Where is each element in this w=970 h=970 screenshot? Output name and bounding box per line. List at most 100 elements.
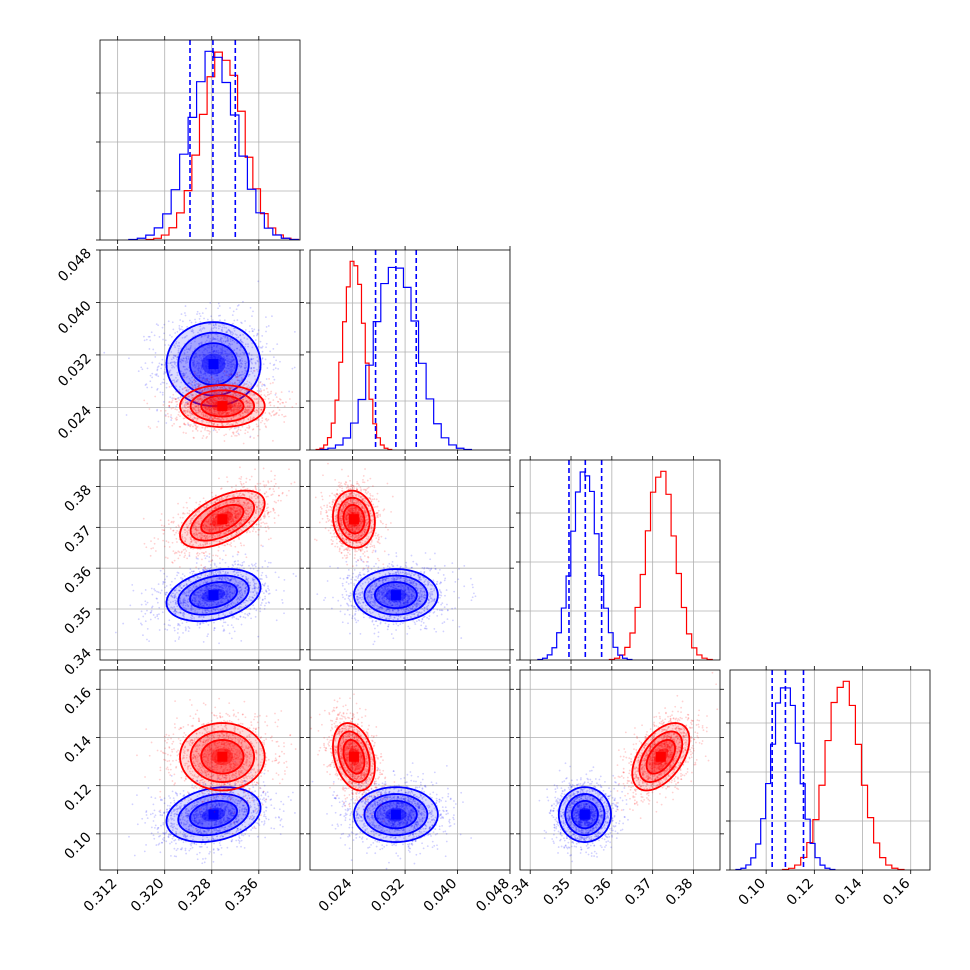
sample-point-blue bbox=[193, 379, 196, 382]
sample-point-blue bbox=[222, 358, 224, 361]
sample-point-blue bbox=[209, 323, 212, 325]
sample-point-blue bbox=[211, 338, 214, 341]
sample-point-blue bbox=[247, 373, 250, 376]
sample-point-blue bbox=[156, 366, 159, 369]
sample-point-blue bbox=[163, 381, 165, 384]
sample-point-blue bbox=[196, 385, 199, 388]
sample-point-blue bbox=[228, 367, 231, 370]
sample-point-blue bbox=[193, 364, 196, 367]
sample-point-blue bbox=[184, 373, 186, 376]
sample-point-red bbox=[202, 420, 204, 422]
sample-point-blue bbox=[248, 381, 251, 384]
sample-point-red bbox=[219, 557, 221, 560]
sample-point-blue bbox=[227, 367, 230, 370]
sample-point-blue bbox=[293, 330, 296, 333]
sample-point-blue bbox=[178, 341, 180, 344]
sample-point-blue bbox=[212, 324, 215, 327]
sample-point-blue bbox=[277, 367, 280, 370]
sample-point-blue bbox=[181, 325, 183, 328]
sample-point-blue bbox=[216, 333, 218, 336]
sample-point-blue bbox=[264, 384, 266, 387]
sample-point-red bbox=[201, 437, 204, 440]
sample-point-blue bbox=[212, 387, 215, 390]
sample-point-blue bbox=[156, 387, 159, 390]
sample-point-blue bbox=[197, 557, 199, 560]
sample-point-blue bbox=[231, 333, 234, 336]
sample-point-blue bbox=[261, 385, 263, 387]
sample-point-blue bbox=[220, 352, 223, 354]
sample-point-blue bbox=[188, 357, 190, 360]
sample-point-blue bbox=[171, 321, 174, 324]
sample-point-blue bbox=[154, 356, 157, 358]
sample-point-blue bbox=[163, 332, 165, 335]
sample-point-blue bbox=[161, 326, 164, 329]
sample-point-red bbox=[262, 467, 265, 470]
sample-point-blue bbox=[214, 382, 217, 385]
sample-point-blue bbox=[214, 382, 217, 385]
sample-point-blue bbox=[188, 381, 191, 384]
sample-point-blue bbox=[173, 354, 176, 357]
sample-point-blue bbox=[216, 371, 219, 374]
sample-point-blue bbox=[198, 342, 201, 345]
sample-point-red bbox=[235, 408, 237, 411]
sample-point-blue bbox=[279, 360, 281, 363]
sample-point-blue bbox=[233, 358, 236, 361]
sample-point-red bbox=[208, 407, 211, 410]
sample-point-blue bbox=[204, 348, 207, 351]
sample-point-blue bbox=[186, 368, 189, 371]
sample-point-blue bbox=[249, 360, 252, 362]
sample-point-blue bbox=[192, 361, 195, 364]
sample-point-red bbox=[270, 470, 273, 473]
sample-point-blue bbox=[236, 347, 239, 350]
sample-point-blue bbox=[238, 374, 241, 377]
sample-point-blue bbox=[217, 302, 220, 305]
sample-point-blue bbox=[204, 372, 207, 375]
sample-point-red bbox=[193, 372, 196, 374]
sample-point-blue bbox=[252, 310, 254, 313]
sample-point-blue bbox=[221, 625, 224, 627]
sample-point-blue bbox=[176, 574, 178, 577]
sample-point-blue bbox=[253, 366, 256, 369]
sample-point-blue bbox=[140, 366, 143, 369]
sample-point-red bbox=[245, 477, 248, 480]
sample-point-blue bbox=[288, 390, 291, 393]
sample-point-blue bbox=[250, 361, 253, 364]
sample-point-blue bbox=[229, 338, 232, 341]
sample-point-blue bbox=[234, 392, 237, 395]
sample-point-blue bbox=[253, 375, 256, 377]
sample-point-blue bbox=[248, 387, 251, 390]
sample-point-blue bbox=[204, 372, 206, 375]
sample-point-red bbox=[248, 478, 251, 481]
sample-point-blue bbox=[144, 612, 147, 615]
sample-point-red bbox=[185, 389, 188, 392]
sample-point-blue bbox=[168, 371, 171, 374]
sample-point-blue bbox=[195, 354, 197, 357]
sample-point-blue bbox=[162, 581, 165, 584]
sample-point-red bbox=[206, 407, 209, 410]
sample-point-blue bbox=[147, 335, 150, 338]
sample-point-blue bbox=[198, 312, 201, 315]
sample-point-blue bbox=[158, 606, 161, 609]
sample-point-blue bbox=[160, 363, 163, 366]
sample-point-blue bbox=[256, 389, 259, 392]
sample-point-blue bbox=[230, 374, 233, 377]
sample-point-blue bbox=[177, 396, 180, 399]
sample-point-red bbox=[270, 480, 273, 483]
sample-point-red bbox=[213, 427, 216, 430]
sample-point-blue bbox=[257, 567, 260, 570]
sample-point-blue bbox=[267, 561, 270, 564]
sample-point-blue bbox=[240, 340, 243, 343]
sample-point-blue bbox=[177, 349, 180, 352]
sample-point-blue bbox=[169, 362, 172, 365]
sample-point-red bbox=[249, 386, 251, 388]
sample-point-red bbox=[272, 381, 274, 384]
sample-point-blue bbox=[164, 368, 166, 371]
sample-point-red bbox=[244, 432, 247, 435]
sample-point-red bbox=[196, 417, 198, 420]
sample-point-blue bbox=[209, 353, 212, 356]
sample-point-blue bbox=[233, 367, 236, 369]
sample-point-red bbox=[242, 398, 245, 401]
sample-point-red bbox=[182, 506, 185, 509]
sample-point-red bbox=[148, 408, 151, 410]
sample-point-blue bbox=[229, 343, 232, 346]
